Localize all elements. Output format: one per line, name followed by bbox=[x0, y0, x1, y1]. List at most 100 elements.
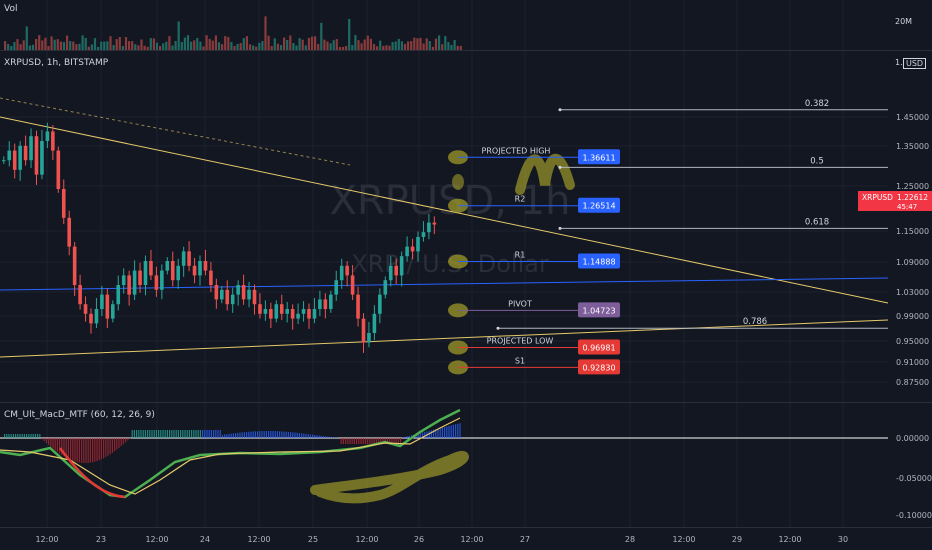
macd-histogram-bar bbox=[435, 429, 437, 438]
macd-histogram-bar bbox=[180, 430, 182, 438]
volume-bar bbox=[140, 39, 143, 50]
macd-histogram-bar bbox=[52, 438, 54, 449]
macd-histogram-bar bbox=[457, 423, 459, 438]
volume-histogram bbox=[4, 16, 462, 50]
volume-bar bbox=[171, 45, 174, 50]
candle-body bbox=[170, 261, 175, 281]
candle-body bbox=[187, 251, 191, 266]
candle-body bbox=[67, 217, 71, 247]
volume-bar bbox=[301, 39, 304, 50]
macd-histogram-bar bbox=[283, 431, 285, 438]
macd-histogram-bar bbox=[164, 430, 166, 438]
pane-separator[interactable] bbox=[0, 402, 932, 403]
macd-histogram-bar bbox=[41, 438, 43, 440]
volume-scale-label: 20M bbox=[895, 17, 913, 26]
volume-bar bbox=[124, 37, 128, 50]
macd-histogram-bar bbox=[298, 433, 300, 438]
macd-histogram-bar bbox=[375, 438, 377, 444]
macd-histogram-bar bbox=[173, 430, 175, 438]
macd-histogram-bar bbox=[263, 431, 265, 438]
macd-histogram-bar bbox=[199, 430, 201, 438]
volume-bar bbox=[444, 36, 447, 50]
candle-body bbox=[94, 309, 99, 324]
macd-histogram-bar bbox=[215, 430, 217, 438]
macd-histogram-bar bbox=[246, 431, 248, 438]
macd-histogram-bar bbox=[61, 438, 63, 455]
volume-bar bbox=[447, 42, 450, 50]
candle-body bbox=[127, 275, 131, 295]
currency-badge[interactable]: USD bbox=[903, 58, 927, 69]
macd-histogram-bar bbox=[158, 430, 160, 438]
candle-body bbox=[225, 289, 230, 305]
price-tick-label: 0.95000 bbox=[896, 337, 929, 346]
price-scale-top: 1. bbox=[895, 58, 903, 67]
macd-histogram-bar bbox=[114, 438, 116, 452]
volume-bar bbox=[159, 46, 162, 50]
volume-bar bbox=[84, 38, 87, 50]
time-tick-label: 23 bbox=[96, 535, 106, 544]
time-tick-label: 29 bbox=[732, 535, 742, 544]
macd-histogram-bar bbox=[59, 438, 61, 454]
macd-histogram-bar bbox=[378, 438, 380, 444]
candle-body bbox=[105, 294, 110, 319]
volume-bar bbox=[413, 37, 416, 50]
volume-bar bbox=[323, 39, 326, 50]
pivot-value: 0.92830 bbox=[582, 363, 615, 372]
candle-body bbox=[56, 150, 61, 189]
volume-bar bbox=[403, 43, 407, 50]
macd-histogram-bar bbox=[248, 431, 250, 438]
macd-histogram-bar bbox=[455, 424, 457, 438]
macd-histogram-bar bbox=[169, 430, 171, 438]
macd-histogram-bar bbox=[39, 434, 41, 438]
volume-bar bbox=[41, 40, 44, 50]
macd-histogram-bar bbox=[144, 430, 146, 438]
candle-body bbox=[149, 261, 153, 276]
volume-bar bbox=[239, 43, 242, 50]
candle-body bbox=[111, 304, 115, 319]
symbol-title[interactable]: XRPUSD, 1h, BITSTAMP bbox=[4, 58, 109, 68]
macd-histogram-bar bbox=[402, 437, 404, 438]
macd-histogram-bar bbox=[380, 438, 382, 444]
pivot-label: PIVOT bbox=[508, 299, 532, 308]
pivot-value-badge bbox=[578, 149, 620, 165]
volume-bar bbox=[233, 45, 236, 50]
macd-histogram-bar bbox=[195, 430, 197, 438]
volume-bar bbox=[372, 44, 376, 50]
volume-bar bbox=[97, 46, 100, 50]
volume-bar bbox=[59, 41, 62, 50]
macd-histogram-bar bbox=[342, 438, 344, 444]
pivot-label: PROJECTED LOW bbox=[487, 336, 554, 345]
volume-bar bbox=[245, 36, 248, 50]
candle-body bbox=[61, 189, 66, 218]
volume-bar bbox=[121, 46, 124, 50]
candle-body bbox=[405, 246, 409, 257]
candle-body bbox=[285, 309, 289, 314]
candle-body bbox=[181, 251, 186, 266]
candle-body bbox=[318, 299, 322, 309]
macd-histogram-bar bbox=[191, 430, 193, 438]
candle-body bbox=[230, 294, 235, 305]
macd-histogram-bar bbox=[270, 431, 272, 438]
macd-histogram-bar bbox=[285, 431, 287, 438]
macd-histogram-bar bbox=[356, 438, 358, 444]
macd-histogram-bar bbox=[175, 430, 177, 438]
volume-bar bbox=[193, 40, 196, 50]
volume-bar bbox=[270, 45, 273, 50]
macd-histogram-bar bbox=[290, 432, 292, 438]
volume-bar bbox=[87, 46, 90, 50]
candle-body bbox=[12, 150, 17, 170]
macd-histogram-bar bbox=[261, 431, 263, 438]
indicator-title[interactable]: CM_Ult_MacD_MTF (60, 12, 26, 9) bbox=[4, 410, 155, 420]
candle-body bbox=[23, 145, 28, 161]
volume-bar bbox=[90, 44, 93, 50]
pivot-label: PROJECTED HIGH bbox=[482, 146, 551, 155]
volume-bar bbox=[366, 35, 369, 50]
candle-body bbox=[372, 313, 377, 333]
pivot-value-badge bbox=[578, 197, 620, 213]
volume-bar bbox=[62, 42, 66, 50]
volume-bar bbox=[335, 39, 338, 50]
volume-bar bbox=[310, 36, 314, 50]
pane-separator[interactable] bbox=[0, 50, 932, 51]
macd-histogram-bar bbox=[382, 438, 384, 444]
